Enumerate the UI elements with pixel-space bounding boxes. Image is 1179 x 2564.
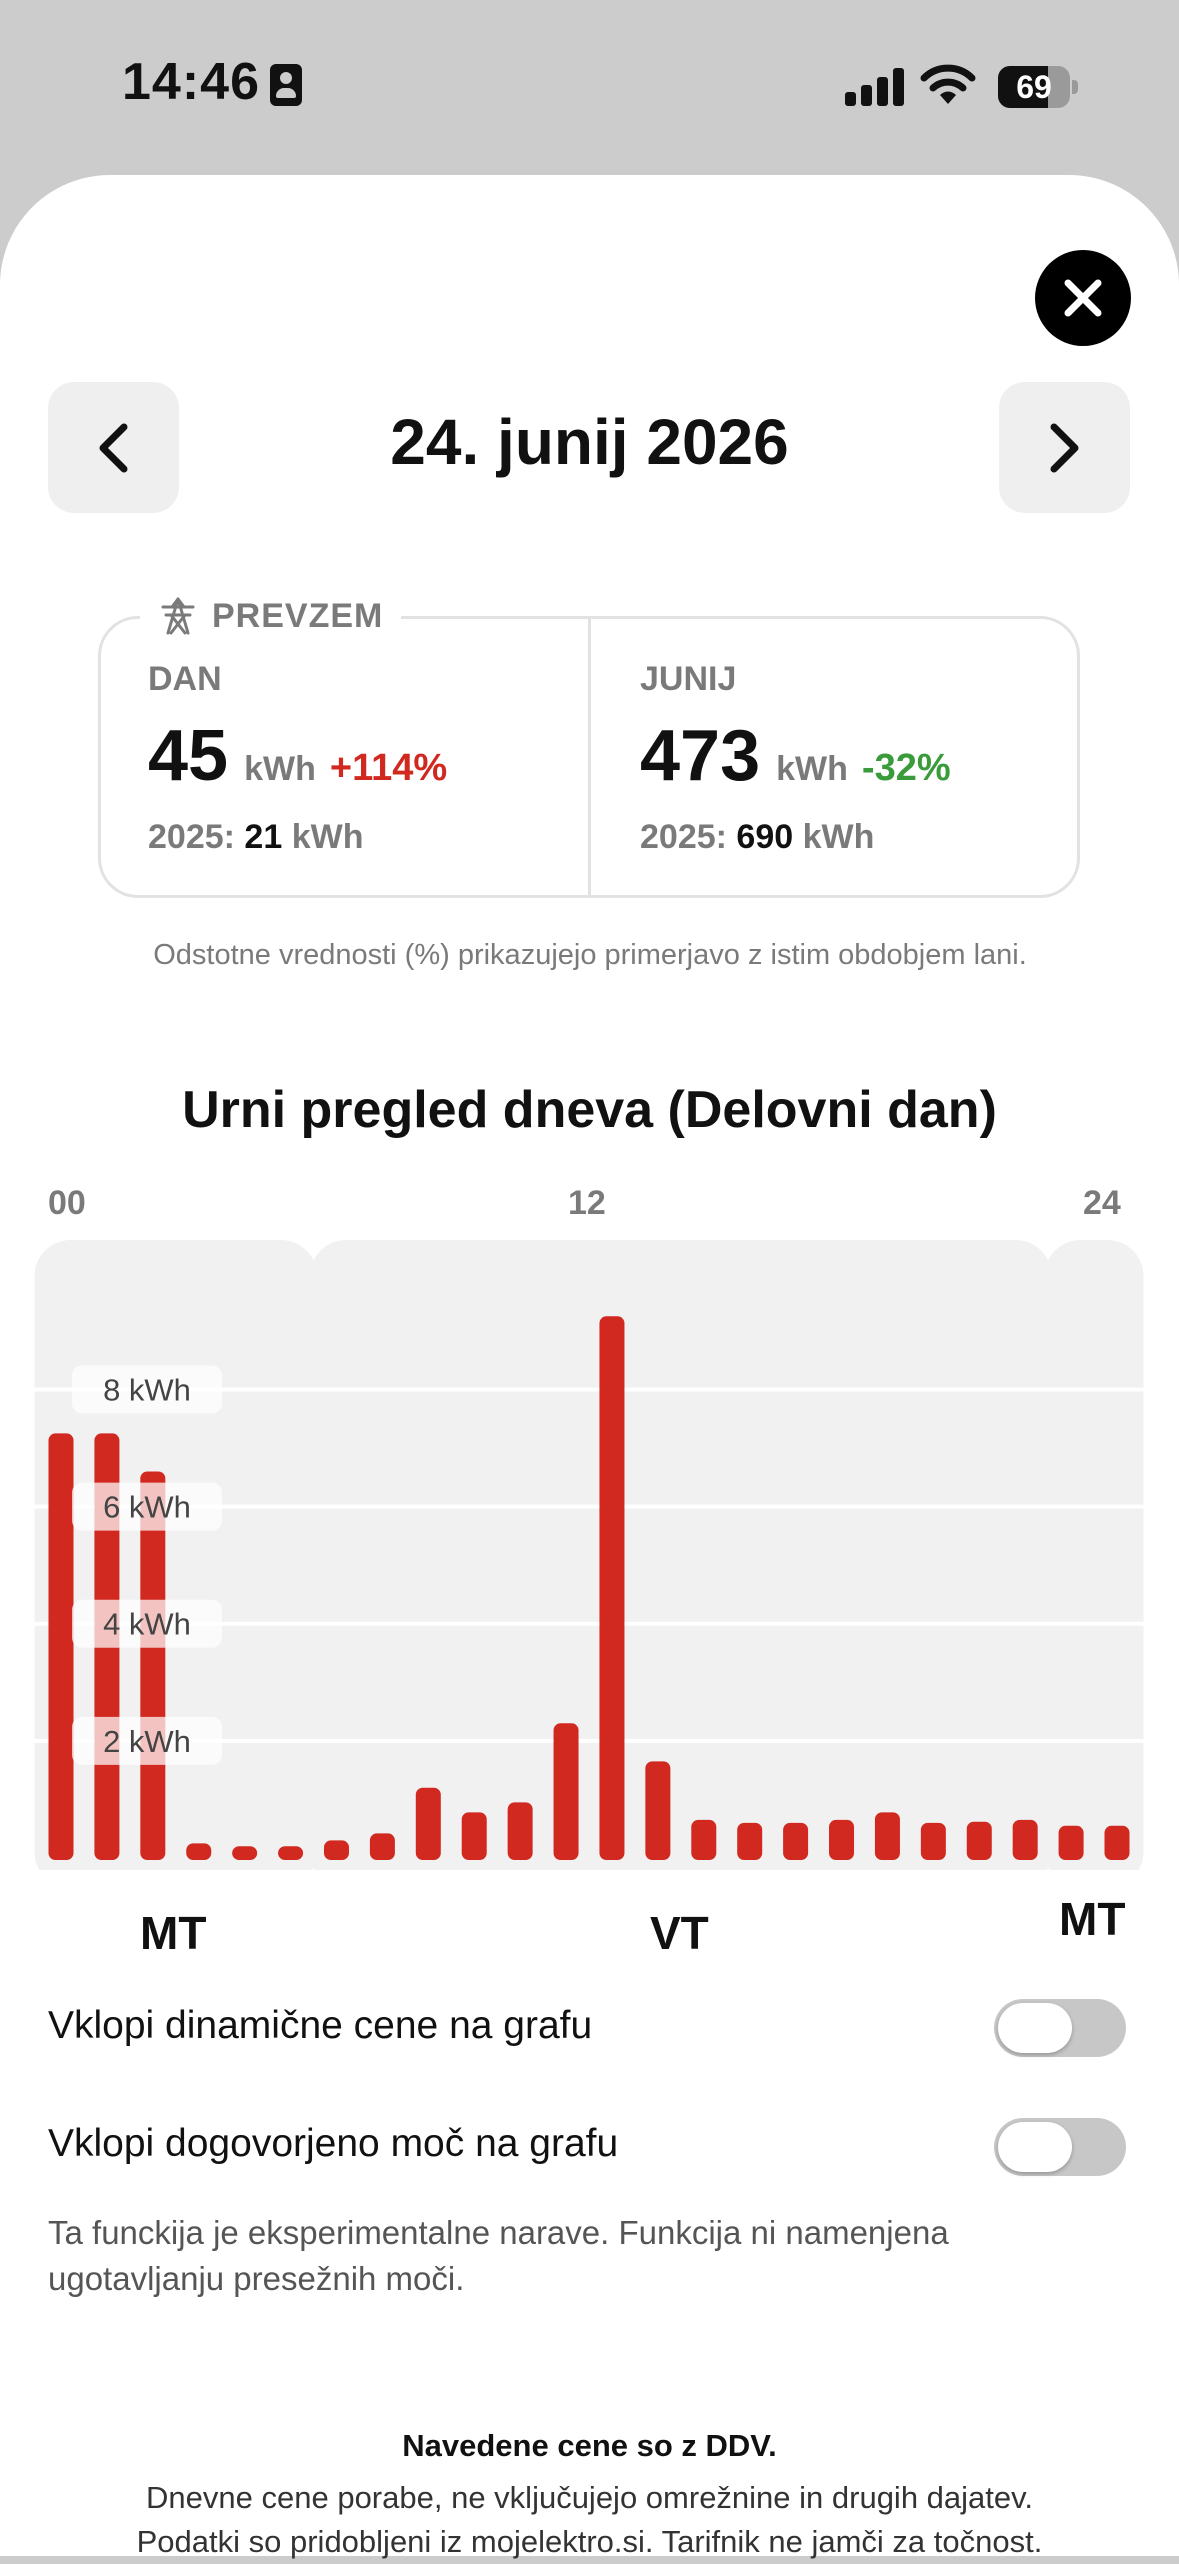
experimental-note: Ta funckija je eksperimentalne narave. F… [48,2214,949,2297]
chart-title: Urni pregled dneva (Delovni dan) [182,1081,997,1139]
toggle-knob [998,2003,1072,2053]
previous-day-button[interactable] [48,382,179,513]
bar-hour-7[interactable] [369,1833,395,1860]
y-tick-8: 8 kWh [72,1365,222,1414]
day-previous-year: 2025: 21 kWh [148,818,363,857]
month-previous-year: 2025: 690 kWh [640,818,874,857]
bar-hour-4[interactable] [232,1846,258,1860]
agreed-power-toggle[interactable] [994,2118,1126,2176]
tariff-label-mt-2: MT [1059,1893,1126,1945]
close-icon [1064,279,1102,317]
bar-hour-9[interactable] [461,1812,487,1860]
panel-mt-night [34,1240,318,1870]
day-value: 45 [148,716,229,796]
comparison-note: Odstotne vrednosti (%) prikazujejo prime… [153,939,1027,971]
day-prev-unit: kWh [291,818,364,856]
dynamic-prices-label: Vklopi dinamične cene na grafu [48,2004,593,2047]
y-tick-4: 4 kWh [72,1599,222,1648]
date-title: 24. junij 2026 [390,406,789,478]
panel-mt-evening [1044,1240,1144,1870]
footer-disclaimer: Dnevne cene porabe, ne vključujejo omrež… [0,2476,1179,2564]
month-heading: JUNIJ [640,660,737,698]
day-prev-year-label: 2025: [148,818,235,856]
hour-label-noon: 12 [568,1184,606,1222]
hour-label-start: 00 [48,1184,86,1222]
bar-hour-5[interactable] [278,1846,304,1860]
bar-hour-3[interactable] [186,1843,212,1860]
bar-hour-8[interactable] [415,1787,441,1860]
month-value: 473 [640,716,761,796]
power-tower-icon [161,597,195,635]
bar-hour-23[interactable] [1104,1825,1130,1860]
card-divider [588,618,591,896]
footer-line-1: Dnevne cene porabe, ne vključujejo omrež… [146,2480,1033,2515]
card-label: PREVZEM [140,592,402,640]
day-value-row: 45 kWh +114% [148,715,447,797]
bar-hour-14[interactable] [691,1819,717,1860]
bar-hour-18[interactable] [874,1812,900,1860]
id-card-icon [270,64,302,106]
bar-hour-17[interactable] [829,1819,855,1860]
bar-hour-21[interactable] [1012,1819,1038,1860]
bar-hour-11[interactable] [553,1723,579,1860]
month-prev-year-label: 2025: [640,818,727,856]
signal-icon [845,68,907,106]
battery-percent: 69 [1016,69,1052,105]
bar-hour-10[interactable] [507,1802,533,1860]
y-tick-2: 2 kWh [72,1716,222,1765]
panel-vt [309,1240,1052,1870]
month-change: -32% [861,747,951,789]
bar-hour-13[interactable] [645,1761,671,1860]
month-unit: kWh [776,750,848,788]
day-unit: kWh [244,750,316,788]
agreed-power-label: Vklopi dogovorjeno moč na grafu [48,2122,619,2165]
dynamic-prices-toggle[interactable] [994,1999,1126,2057]
y-tick-label: 2 kWh [103,1724,191,1759]
footer-vat-note: Navedene cene so z DDV. [402,2428,777,2463]
toggle-knob [998,2122,1072,2172]
consumption-summary-card [98,616,1080,898]
bar-hour-12[interactable] [599,1316,625,1860]
hour-label-end: 24 [1083,1184,1121,1222]
status-bar: 14:46 69 [0,0,1179,175]
bar-hour-6[interactable] [323,1840,349,1860]
footer-line-2: Podatki so pridobljeni iz mojelektro.si.… [136,2524,1043,2559]
bar-hour-22[interactable] [1058,1825,1084,1860]
chevron-left-icon [99,423,128,473]
day-prev-value: 21 [244,818,283,856]
tariff-label-vt: VT [650,1907,709,1959]
bar-hour-0[interactable] [48,1433,74,1860]
y-tick-6: 6 kWh [72,1482,222,1531]
next-day-button[interactable] [999,382,1130,513]
bar-hour-19[interactable] [920,1822,946,1860]
battery-icon: 69 [998,66,1078,108]
tariff-label-mt-1: MT [140,1907,207,1959]
day-heading: DAN [148,660,222,698]
bar-hour-20[interactable] [966,1821,992,1860]
card-label-text: PREVZEM [212,596,384,635]
close-button[interactable] [1035,250,1131,346]
wifi-icon [920,64,976,104]
bar-hour-16[interactable] [783,1822,809,1860]
chevron-right-icon [1050,423,1079,473]
y-tick-label: 8 kWh [103,1372,191,1407]
hourly-consumption-chart[interactable]: 2 kWh 4 kWh 6 kWh 8 kWh [0,1230,1179,1870]
y-tick-label: 6 kWh [103,1490,191,1525]
month-prev-unit: kWh [802,818,875,856]
month-value-row: 473 kWh -32% [640,715,951,797]
month-prev-value: 690 [736,818,794,856]
bar-hour-15[interactable] [737,1822,763,1860]
day-change: +114% [329,747,448,789]
y-tick-label: 4 kWh [103,1607,191,1642]
status-time: 14:46 [122,53,260,111]
